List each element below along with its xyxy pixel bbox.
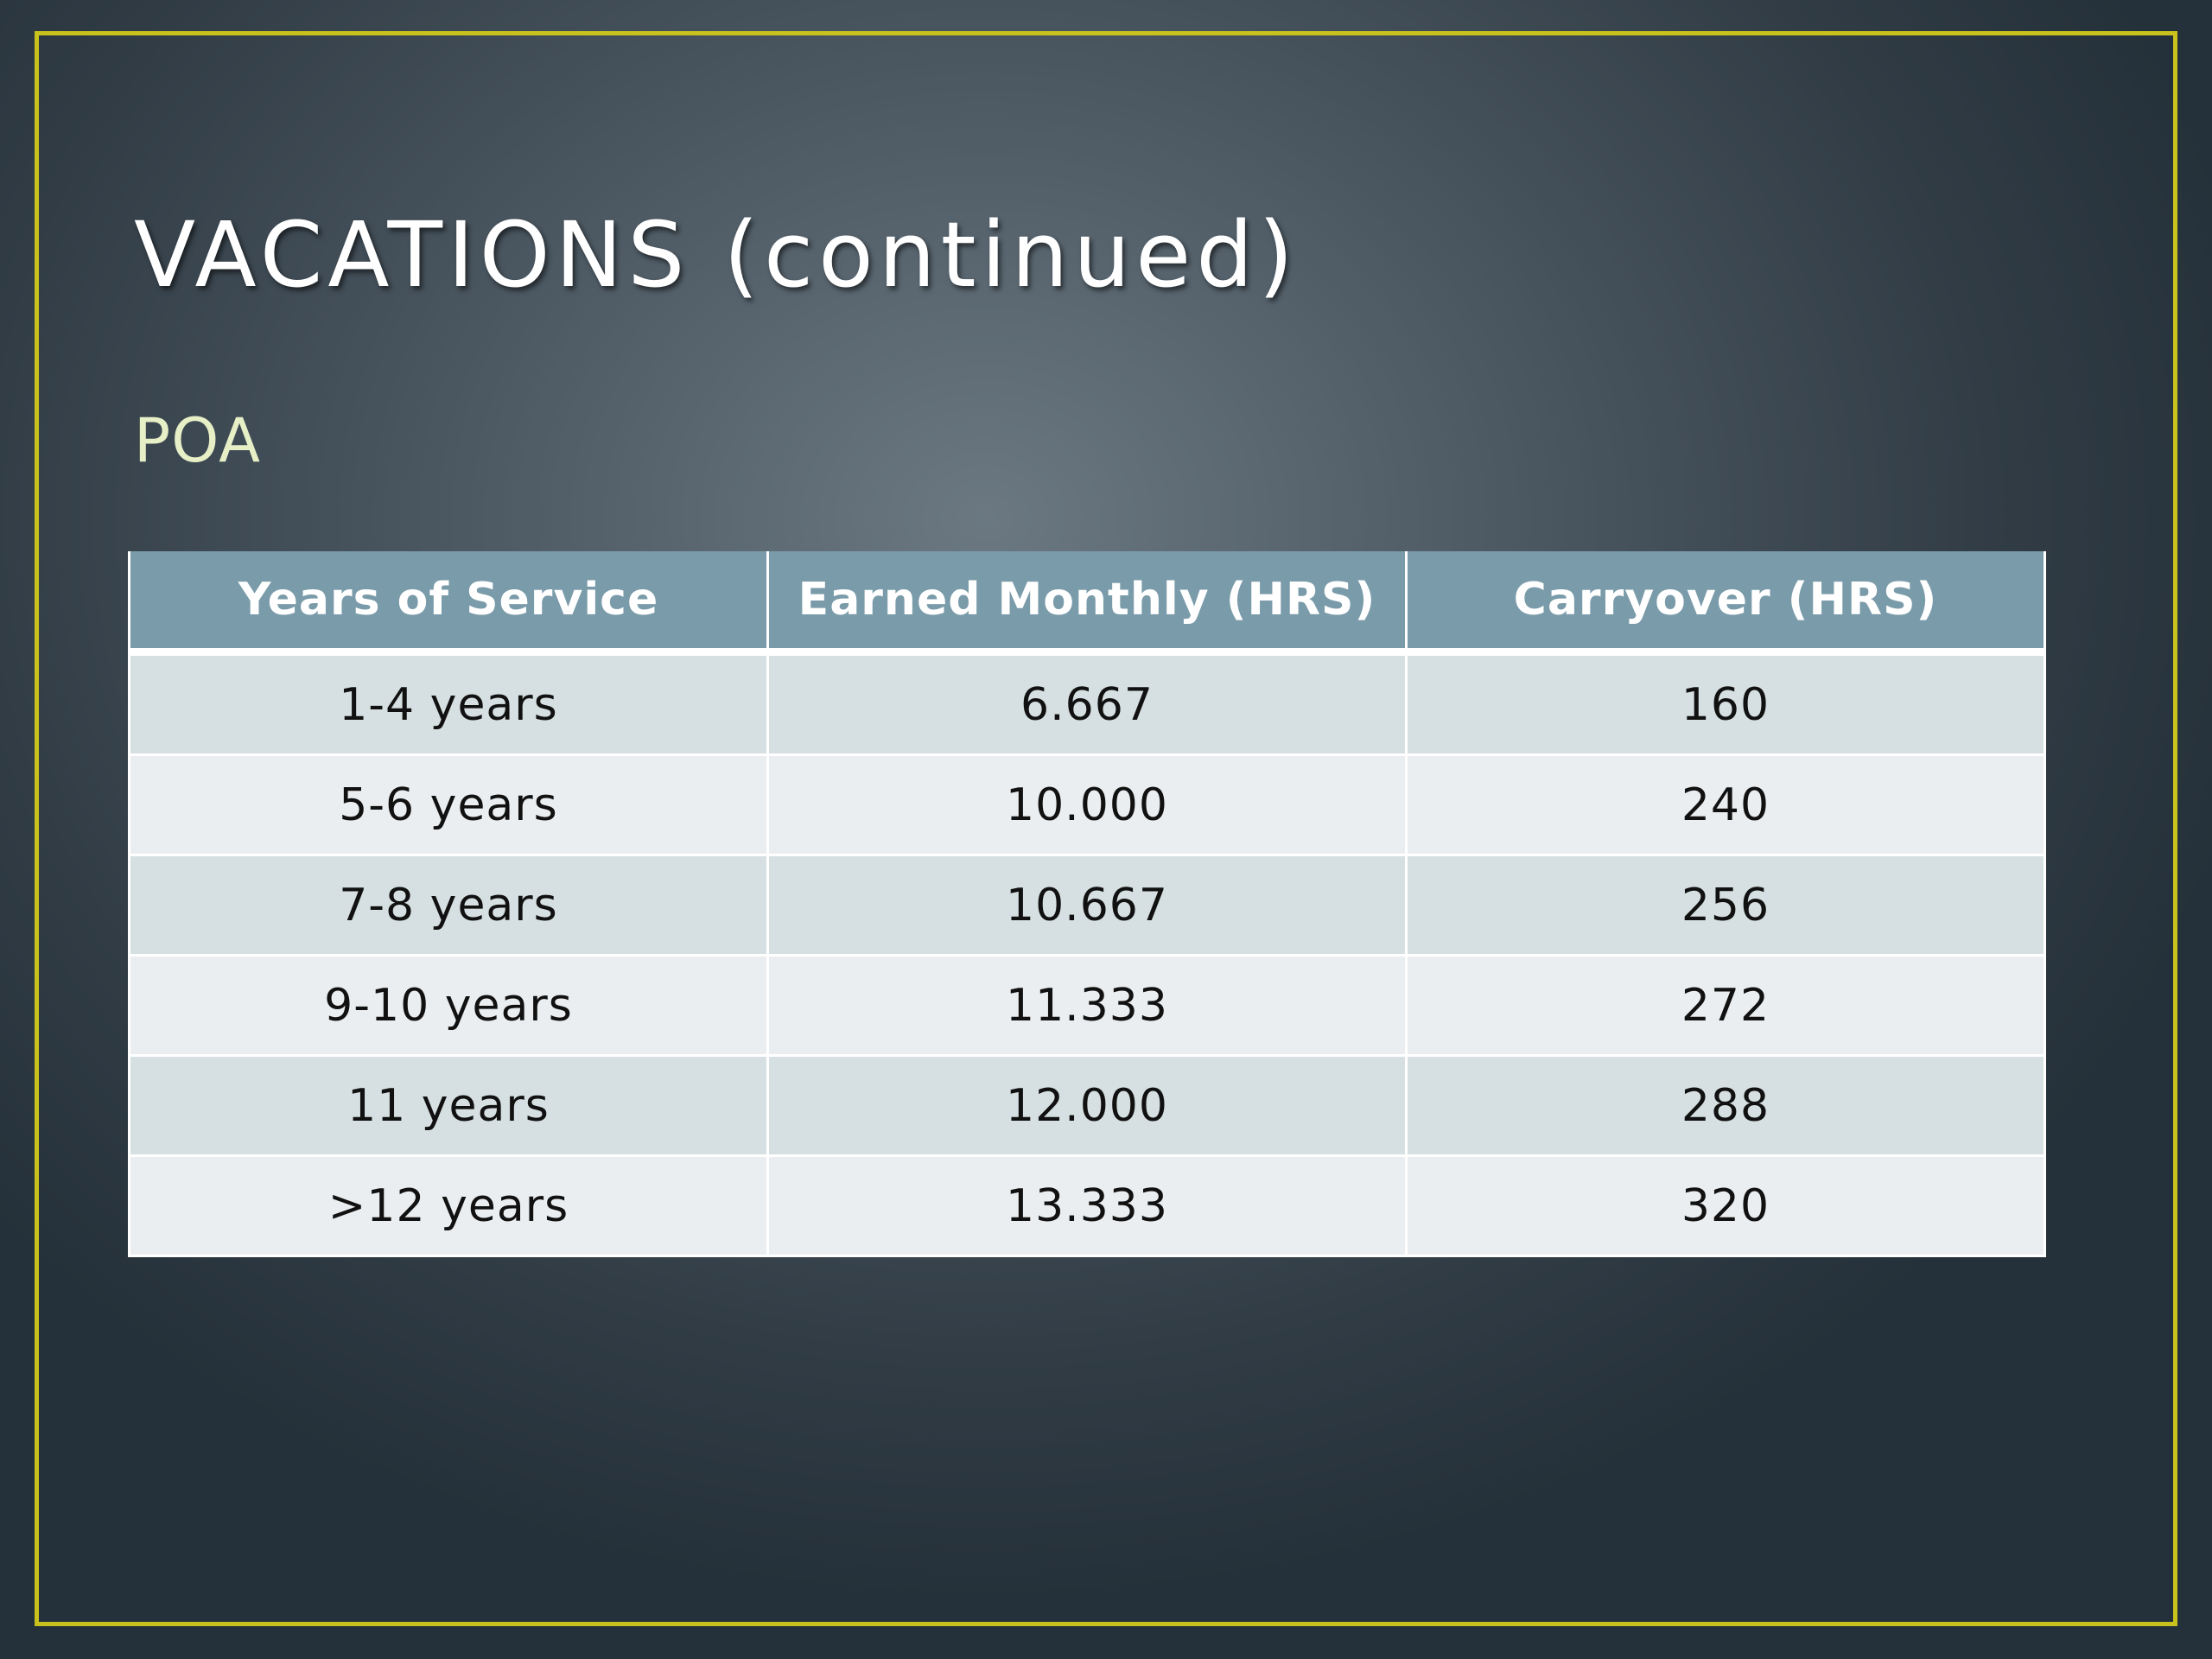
cell-years: 5-6 years [128, 753, 769, 856]
cell-earned-monthly: 11.333 [766, 954, 1408, 1057]
slide-title: VACATIONS (continued) [134, 202, 1299, 308]
table-header-row: Years of Service Earned Monthly (HRS) Ca… [128, 551, 2047, 656]
header-years-of-service: Years of Service [128, 551, 769, 656]
vacation-table: Years of Service Earned Monthly (HRS) Ca… [128, 551, 2047, 1257]
table-row: >12 years 13.333 320 [128, 1154, 2047, 1257]
cell-carryover: 320 [1404, 1154, 2047, 1257]
cell-earned-monthly: 13.333 [766, 1154, 1408, 1257]
cell-years: 1-4 years [128, 651, 769, 756]
cell-earned-monthly: 10.000 [766, 753, 1408, 856]
header-carryover: Carryover (HRS) [1404, 551, 2047, 656]
cell-carryover: 256 [1404, 854, 2047, 957]
slide-frame [35, 31, 2177, 1626]
cell-earned-monthly: 12.000 [766, 1054, 1408, 1157]
header-earned-monthly: Earned Monthly (HRS) [766, 551, 1408, 656]
cell-years: 9-10 years [128, 954, 769, 1057]
cell-carryover: 272 [1404, 954, 2047, 1057]
table-row: 7-8 years 10.667 256 [128, 854, 2047, 957]
table-row: 1-4 years 6.667 160 [128, 651, 2047, 756]
cell-years: 7-8 years [128, 854, 769, 957]
cell-years: >12 years [128, 1154, 769, 1257]
slide-subtitle: POA [134, 405, 261, 476]
table-row: 5-6 years 10.000 240 [128, 753, 2047, 856]
cell-carryover: 160 [1404, 651, 2047, 756]
table-row: 9-10 years 11.333 272 [128, 954, 2047, 1057]
cell-earned-monthly: 10.667 [766, 854, 1408, 957]
table-row: 11 years 12.000 288 [128, 1054, 2047, 1157]
cell-earned-monthly: 6.667 [766, 651, 1408, 756]
cell-carryover: 288 [1404, 1054, 2047, 1157]
cell-years: 11 years [128, 1054, 769, 1157]
cell-carryover: 240 [1404, 753, 2047, 856]
